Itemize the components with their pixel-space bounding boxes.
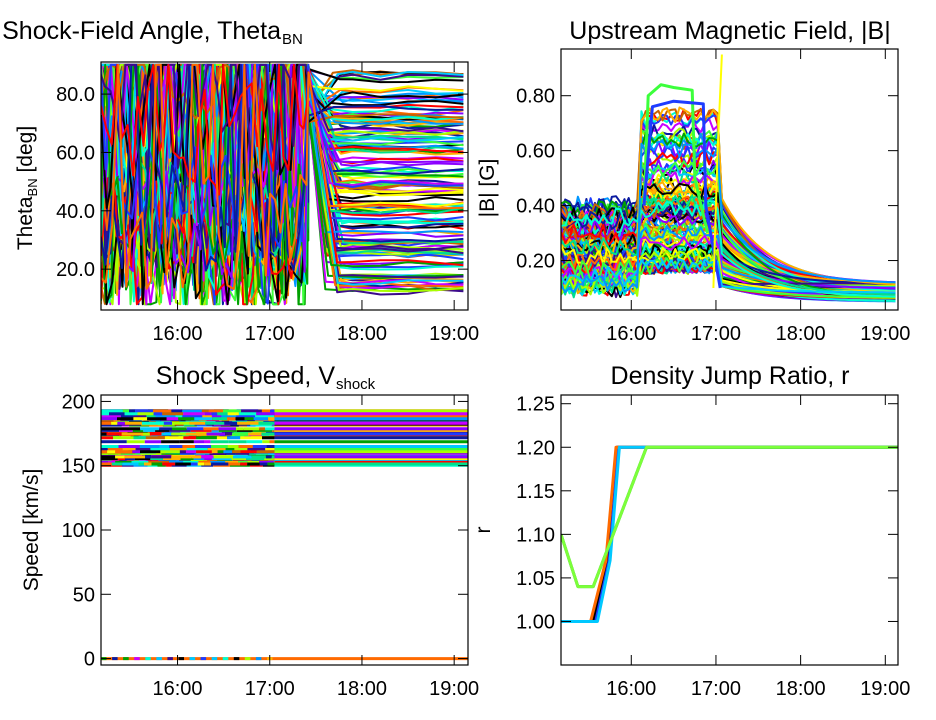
y-axis-label: ThetaBN [deg] xyxy=(14,126,40,250)
x-tick-label: 18:00 xyxy=(776,323,826,345)
plot-frame xyxy=(560,394,899,666)
y-tick-label: 60.0 xyxy=(56,142,95,164)
y-tick-label: 150 xyxy=(62,456,95,478)
panel-title-subscript: BN xyxy=(282,31,303,48)
y-tick-label: 1.10 xyxy=(516,524,555,546)
theta-series-line xyxy=(101,63,464,272)
y-tick-label: 0.60 xyxy=(516,141,555,163)
panel-b-field: Upstream Magnetic Field, |B| |B| [G] 16:… xyxy=(476,17,910,345)
plot-area: 16:00 17:00 18:00 19:00 1.00 1.05 1.10 1.15 1.20… xyxy=(516,394,910,700)
plot-area: 16:00 17:00 18:00 19:00 0.20 0.40 0.60 0.80 xyxy=(516,48,910,345)
b-field-series-line xyxy=(642,99,722,289)
y-tick-label: 80.0 xyxy=(56,84,95,106)
series-group xyxy=(561,445,898,623)
r-series-line xyxy=(561,445,898,589)
series-group xyxy=(101,63,464,306)
theta-series-line xyxy=(101,63,464,306)
series-group xyxy=(561,54,896,303)
x-tick-label: 19:00 xyxy=(429,323,479,345)
y-tick-label: 0 xyxy=(84,649,95,671)
svg-text:ThetaBN [deg]: ThetaBN [deg] xyxy=(14,126,40,250)
panel-title-subscript: shock xyxy=(336,376,376,393)
y-tick-label: 1.25 xyxy=(516,394,555,416)
x-tick-label: 16:00 xyxy=(606,678,656,700)
x-tick-label: 18:00 xyxy=(776,678,826,700)
plot-area: 16:00 17:00 18:00 19:00 0 50 100 150 200 xyxy=(62,391,480,700)
y-tick-label: 50 xyxy=(73,584,95,606)
x-tick-label: 19:00 xyxy=(860,323,910,345)
x-tick-label: 16:00 xyxy=(606,323,656,345)
y-axis-label: r xyxy=(472,527,495,534)
x-tick-label: 17:00 xyxy=(691,678,741,700)
y-tick-label: 0.20 xyxy=(516,251,555,273)
x-tick-label: 16:00 xyxy=(153,678,203,700)
x-tick-label: 16:00 xyxy=(153,323,203,345)
panel-title: Shock Speed, V xyxy=(156,362,336,390)
y-tick-label: 0.40 xyxy=(516,196,555,218)
x-tick-label: 17:00 xyxy=(245,323,295,345)
x-tick-label: 18:00 xyxy=(337,678,387,700)
y-tick-label: 1.20 xyxy=(516,437,555,459)
b-field-series-line xyxy=(561,200,896,298)
series-group xyxy=(101,409,468,661)
y-tick-label: 1.15 xyxy=(516,481,555,503)
x-tick-label: 18:00 xyxy=(337,323,387,345)
panel-density-jump: Density Jump Ratio, r r 16:00 17:00 18:00 1… xyxy=(472,362,910,700)
x-tick-label: 19:00 xyxy=(860,678,910,700)
b-field-series-line xyxy=(561,258,896,294)
panel-theta-bn: Shock-Field Angle, Theta BN ThetaBN [deg… xyxy=(2,17,479,345)
y-tick-label: 40.0 xyxy=(56,201,95,223)
panel-title: Shock-Field Angle, Theta xyxy=(2,17,281,45)
panel-shock-speed: Shock Speed, V shock Speed [km/s] 16:00 1… xyxy=(20,362,479,700)
panel-title: Upstream Magnetic Field, |B| xyxy=(569,17,890,45)
b-field-series-line xyxy=(712,54,723,289)
b-field-series-line xyxy=(642,83,709,234)
theta-series-line xyxy=(101,63,464,267)
y-tick-label: 100 xyxy=(62,520,95,542)
r-series-line xyxy=(561,445,898,623)
y-tick-label: 200 xyxy=(62,391,95,413)
y-tick-label: 1.00 xyxy=(516,611,555,633)
plot-frame xyxy=(560,48,899,311)
theta-series-line xyxy=(101,63,464,290)
y-tick-label: 0.80 xyxy=(516,86,555,108)
plot-area: 16:00 17:00 18:00 19:00 20.0 40.0 60.0 80.0 xyxy=(56,61,479,345)
plot-frame xyxy=(100,61,469,311)
panel-title: Density Jump Ratio, r xyxy=(611,362,850,390)
y-axis-label: Speed [km/s] xyxy=(20,469,43,592)
b-field-series-line xyxy=(561,140,896,294)
x-tick-label: 19:00 xyxy=(429,678,479,700)
x-tick-label: 17:00 xyxy=(245,678,295,700)
x-tick-label: 17:00 xyxy=(691,323,741,345)
y-tick-label: 20.0 xyxy=(56,259,95,281)
y-tick-label: 1.05 xyxy=(516,568,555,590)
y-axis-label: |B| [G] xyxy=(476,159,499,218)
